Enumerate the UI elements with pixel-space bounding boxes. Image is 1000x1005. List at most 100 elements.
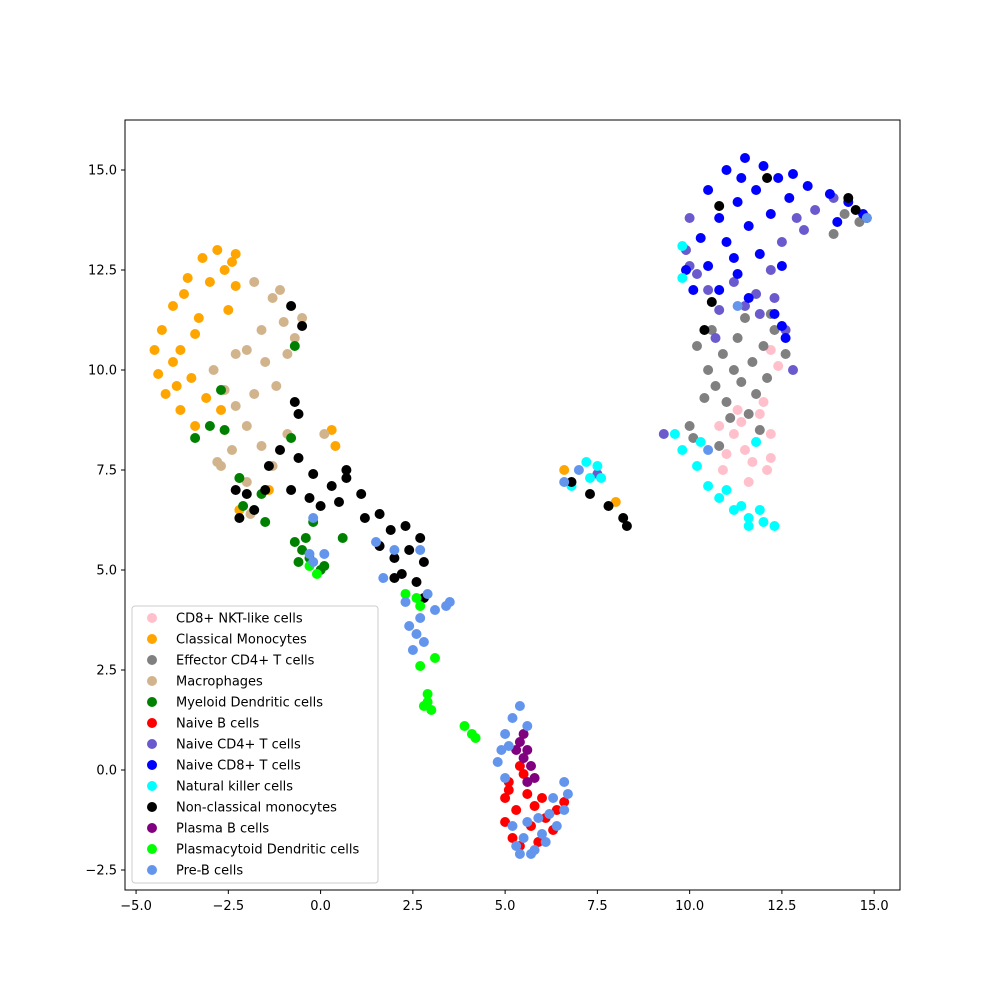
data-point <box>260 517 271 527</box>
data-point <box>230 349 241 359</box>
data-point <box>511 841 522 851</box>
data-point <box>585 489 595 499</box>
data-point <box>721 237 732 247</box>
data-point <box>415 545 426 555</box>
data-point <box>282 349 293 359</box>
data-point <box>562 789 573 799</box>
data-point <box>669 429 680 439</box>
data-point <box>743 477 754 487</box>
data-point <box>721 485 732 495</box>
data-point <box>710 381 721 391</box>
data-point <box>714 285 725 295</box>
data-point <box>201 393 212 403</box>
data-point <box>684 213 695 223</box>
data-point <box>769 309 780 319</box>
data-point <box>511 745 522 755</box>
data-point <box>212 245 223 255</box>
data-point <box>706 297 717 307</box>
data-point <box>241 345 252 355</box>
data-point <box>728 505 739 515</box>
data-point <box>732 197 743 207</box>
data-point <box>241 489 252 499</box>
legend-marker <box>147 613 157 623</box>
data-point <box>149 345 160 355</box>
data-point <box>736 377 747 387</box>
data-point <box>740 153 750 163</box>
data-point <box>610 497 621 507</box>
data-point <box>514 701 525 711</box>
data-point <box>544 809 555 819</box>
legend-label: Naive B cells <box>176 717 260 732</box>
data-point <box>703 185 714 195</box>
series-9 <box>230 173 872 603</box>
data-point <box>293 557 304 567</box>
data-point <box>459 721 470 731</box>
data-point <box>581 457 592 467</box>
data-point <box>754 505 765 515</box>
data-point <box>603 501 614 511</box>
data-point <box>341 465 352 475</box>
legend-label: Plasma B cells <box>176 822 269 837</box>
data-point <box>758 341 769 351</box>
data-point <box>526 849 536 859</box>
data-point <box>411 629 422 639</box>
data-point <box>507 713 518 723</box>
data-point <box>507 833 518 843</box>
data-point <box>621 521 632 531</box>
axes-frame <box>124 119 901 891</box>
legend-marker <box>147 739 157 749</box>
data-point <box>596 473 607 483</box>
data-point <box>212 457 223 467</box>
data-point <box>190 433 201 443</box>
data-point <box>754 249 765 259</box>
data-point <box>537 829 547 839</box>
data-point <box>703 481 714 491</box>
data-point <box>732 333 743 343</box>
data-point <box>692 269 702 279</box>
x-tick-label: 12.5 <box>767 899 796 914</box>
legend-label: Plasmacytoid Dendritic cells <box>176 843 360 858</box>
data-point <box>743 513 754 523</box>
series-5 <box>500 761 570 851</box>
y-tick-label: 10.0 <box>88 364 117 379</box>
data-point <box>396 569 407 579</box>
data-point <box>500 817 511 827</box>
data-point <box>843 193 854 203</box>
data-point <box>762 173 773 183</box>
data-point <box>754 409 765 419</box>
series-6 <box>592 193 839 479</box>
data-point <box>197 253 208 263</box>
data-point <box>308 469 319 479</box>
data-point <box>832 217 843 227</box>
data-point <box>699 393 710 403</box>
data-point <box>692 461 702 471</box>
data-point <box>551 805 562 815</box>
data-point <box>216 405 226 415</box>
data-point <box>297 313 308 323</box>
x-tick-label: −2.5 <box>213 899 245 914</box>
data-point <box>559 805 570 815</box>
data-point <box>751 185 762 195</box>
data-point <box>430 605 440 615</box>
data-point <box>293 453 304 463</box>
data-point <box>311 569 322 579</box>
data-point <box>559 777 570 787</box>
data-point <box>175 345 186 355</box>
x-tick-label: 5.0 <box>495 899 516 914</box>
data-point <box>776 321 787 331</box>
data-point <box>721 165 732 175</box>
data-point <box>703 365 714 375</box>
data-point <box>740 445 750 455</box>
legend-label: Classical Monocytes <box>176 633 307 648</box>
data-point <box>754 425 765 435</box>
data-point <box>492 757 503 767</box>
data-point <box>529 801 540 811</box>
data-point <box>728 253 739 263</box>
data-point <box>551 821 562 831</box>
data-point <box>658 429 669 439</box>
data-point <box>326 481 337 491</box>
data-point <box>315 501 326 511</box>
data-point <box>234 473 245 483</box>
data-point <box>341 473 352 483</box>
data-point <box>319 561 330 571</box>
